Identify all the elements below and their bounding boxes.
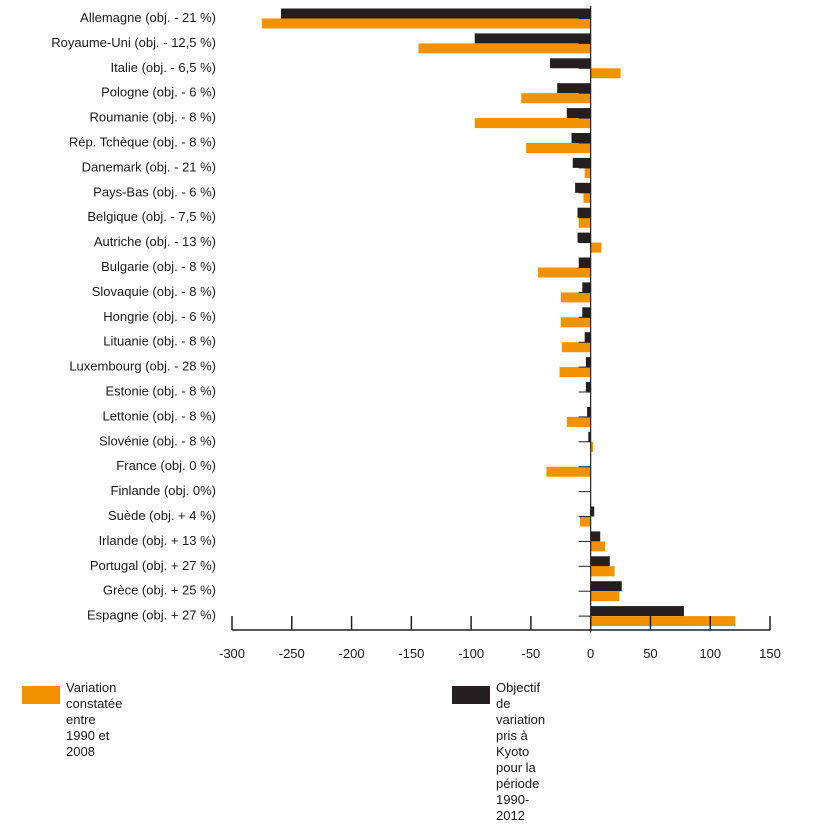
bar-observed-variation (590, 566, 615, 577)
category-label: Pologne (obj. - 6 %) (101, 85, 216, 100)
bar-observed-variation (418, 43, 591, 54)
x-tick-label: -150 (398, 646, 424, 661)
kyoto-emissions-chart: Allemagne (obj. - 21 %) Royaume-Uni (obj.… (51, 6, 781, 661)
bar-kyoto-target (582, 307, 591, 318)
bar-observed-variation (559, 367, 591, 378)
bar-observed-variation (584, 167, 591, 178)
bar-kyoto-target (585, 382, 591, 392)
zero-axis-layer (578, 6, 592, 633)
category-labels-layer: Allemagne (obj. - 21 %) Royaume-Uni (obj.… (51, 10, 216, 623)
category-label: Suède (obj. + 4 %) (108, 508, 216, 523)
bar-kyoto-target (577, 207, 591, 218)
bar-kyoto-target (575, 182, 591, 193)
bar-observed-variation (560, 292, 591, 303)
category-label: Espagne (obj. + 27 %) (87, 608, 216, 623)
bar-kyoto-target (557, 83, 591, 94)
bar-kyoto-target (590, 506, 595, 517)
category-label: Lituanie (obj. - 8 %) (103, 334, 216, 349)
category-label: Allemagne (obj. - 21 %) (80, 10, 216, 25)
bar-kyoto-target (590, 606, 684, 617)
bar-observed-variation (561, 342, 591, 353)
legend-swatch-kyoto (452, 686, 490, 704)
bar-observed-variation (521, 93, 591, 104)
x-tick-label: -200 (339, 646, 365, 661)
bar-kyoto-target (585, 357, 591, 368)
bar-observed-variation (526, 143, 591, 153)
bar-kyoto-target (590, 531, 601, 542)
legend-label-observed: Variation constatée entre 1990 et 2008 (66, 680, 123, 759)
category-label: Autriche (obj. - 13 %) (94, 234, 216, 249)
bar-observed-variation (590, 441, 594, 452)
bar-observed-variation (590, 616, 736, 627)
x-tick-label: 50 (643, 646, 657, 661)
bar-kyoto-target (587, 406, 591, 417)
x-tick-label: -100 (458, 646, 484, 661)
bar-kyoto-target (584, 332, 591, 343)
x-tick-label: -50 (521, 646, 540, 661)
bar-observed-variation (590, 242, 602, 253)
x-axis: -300 -250 -200 -150 -100 -50 0 50 100 150 (219, 616, 781, 661)
bar-kyoto-target (590, 581, 622, 592)
bar-observed-variation (578, 217, 591, 228)
category-label: Hongrie (obj. - 6 %) (103, 309, 216, 324)
bar-observed-variation (261, 18, 591, 29)
bar-kyoto-target (474, 33, 591, 44)
bar-kyoto-target (577, 232, 591, 243)
bar-kyoto-target (582, 282, 591, 293)
bar-kyoto-target (588, 431, 591, 442)
category-label: Grèce (obj. + 25 %) (103, 583, 216, 598)
x-tick-label: -250 (279, 646, 305, 661)
category-label: Rép. Tchèque (obj. - 8 %) (69, 135, 216, 150)
bar-observed-variation (590, 591, 620, 602)
bar-observed-variation (538, 267, 591, 278)
category-label: Estonie (obj. - 8 %) (105, 384, 216, 399)
category-label: Finlande (obj. 0%) (111, 483, 217, 498)
category-label: Belgique (obj. - 7,5 %) (87, 209, 216, 224)
bars-layer (261, 8, 736, 627)
category-label: Portugal (obj. + 27 %) (90, 558, 216, 573)
category-label: Bulgarie (obj. - 8 %) (101, 259, 216, 274)
x-tick-label: 150 (759, 646, 781, 661)
category-label: France (obj. 0 %) (116, 458, 216, 473)
bar-observed-variation (546, 466, 591, 477)
bar-kyoto-target (572, 157, 591, 168)
category-label: Roumanie (obj. - 8 %) (90, 110, 216, 125)
bar-observed-variation (583, 192, 591, 203)
category-label: Slovaquie (obj. - 8 %) (92, 284, 216, 299)
category-label: Italie (obj. - 6,5 %) (111, 60, 217, 75)
category-label: Luxembourg (obj. - 28 %) (69, 359, 216, 374)
bar-observed-variation (474, 118, 591, 129)
legend-swatch-observed (22, 686, 60, 704)
bar-observed-variation (566, 416, 591, 427)
category-label: Royaume-Uni (obj. - 12,5 %) (51, 35, 216, 50)
bar-kyoto-target (566, 108, 591, 119)
bar-kyoto-target (590, 556, 610, 567)
bar-observed-variation (590, 541, 606, 552)
category-label: Lettonie (obj. - 8 %) (103, 408, 216, 423)
bar-kyoto-target (578, 257, 591, 268)
bar-kyoto-target (571, 133, 591, 143)
category-label: Slovénie (obj. - 8 %) (99, 433, 216, 448)
bar-kyoto-target (281, 8, 591, 19)
category-label: Pays-Bas (obj. - 6 %) (93, 184, 216, 199)
category-label: Danemark (obj. - 21 %) (82, 159, 216, 174)
bar-observed-variation (590, 68, 621, 79)
x-tick-label: 0 (587, 646, 594, 661)
category-label: Irlande (obj. + 13 %) (99, 533, 216, 548)
bar-kyoto-target (550, 58, 591, 69)
bar-observed-variation (579, 516, 591, 527)
bar-observed-variation (560, 317, 591, 328)
x-tick-label: -300 (219, 646, 245, 661)
legend-label-kyoto: Objectif de variation pris à Kyoto pour … (496, 680, 546, 823)
x-tick-label: 100 (699, 646, 721, 661)
